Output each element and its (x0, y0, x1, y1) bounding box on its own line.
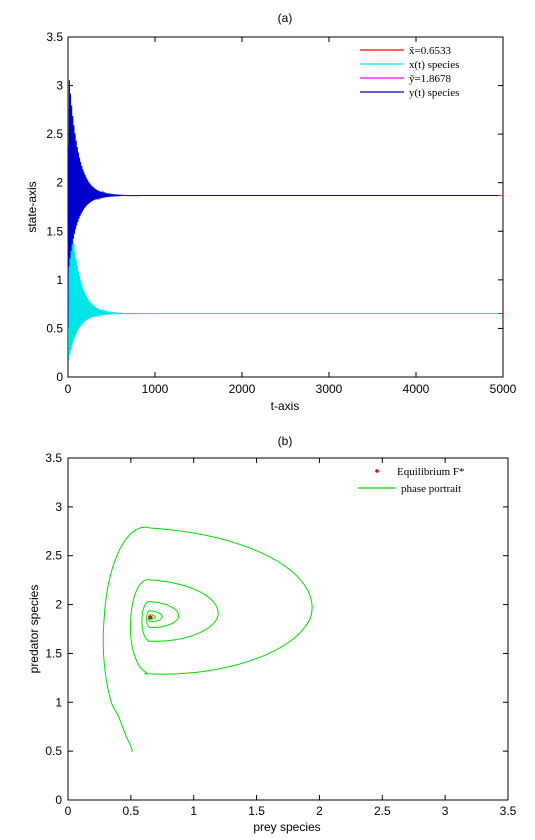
chart-b: (b) 0 0.5 1 1.5 2 2.5 3 3.5 0 0.5 1 1.5 2 2.5 3 3.5 pr… (27, 434, 517, 834)
chart-a-series (67, 80, 503, 360)
chart-b-plot-area (67, 457, 509, 801)
chart-a-x-tick-label: 2000 (229, 382, 256, 396)
chart-b-y-tick-label: 3 (55, 500, 62, 514)
chart-a-x-tick-label: 1000 (142, 382, 169, 396)
chart-b-title: (b) (278, 434, 293, 448)
chart-a-y-tick-label: 1.5 (46, 224, 63, 238)
chart-b-x-tick-label: 2.5 (374, 804, 391, 818)
chart-a-y-tick-label: 2 (56, 176, 63, 190)
chart-a-y-label: state-axis (25, 181, 39, 232)
chart-b-y-tick-label: 1 (55, 695, 62, 709)
chart-a-y-tick-label: 1 (56, 273, 63, 287)
chart-a-legend-label: y(t) species (409, 87, 459, 99)
chart-a-series-3-line (67, 80, 499, 329)
chart-a-title: (a) (278, 11, 293, 25)
chart-a-plot-area (67, 36, 504, 378)
chart-a-y-tick-label: 2.5 (46, 127, 63, 141)
chart-a-y-tick-label: 0 (56, 370, 63, 384)
chart-b-legend-label: phase portrait (401, 483, 461, 495)
chart-b-y-tick-label: 1.5 (45, 646, 62, 660)
chart-b-x-tick-label: 0.5 (123, 804, 140, 818)
chart-b-x-tick-label: 1.5 (248, 804, 265, 818)
chart-a-legend: x̃=0.6533 x(t) species ỹ=1.8678 y(t) specie… (360, 45, 459, 99)
chart-a-x-tick-label: 3000 (316, 382, 343, 396)
chart-a-y-ticks: 0 0.5 1 1.5 2 2.5 3 3.5 (46, 30, 503, 384)
chart-a-x-tick-label: 0 (65, 382, 72, 396)
chart-a-legend-label: ỹ=1.8678 (409, 73, 451, 85)
chart-b-legend-point-swatch (375, 469, 379, 473)
chart-b-x-label: prey species (253, 820, 320, 834)
chart-b-y-tick-label: 0 (55, 793, 62, 807)
chart-b-y-label: predator species (27, 585, 41, 674)
chart-b-y-tick-label: 3.5 (45, 451, 62, 465)
chart-b-x-tick-label: 1 (190, 804, 197, 818)
chart-a-y-tick-label: 3.5 (46, 30, 63, 44)
chart-b-legend-label: Equilibrium F* (397, 466, 465, 478)
chart-b-x-tick-label: 3.5 (500, 804, 517, 818)
chart-a-x-tick-label: 5000 (490, 382, 517, 396)
chart-a-y-tick-label: 3 (56, 79, 63, 93)
chart-b-y-ticks: 0 0.5 1 1.5 2 2.5 3 3.5 (45, 451, 508, 807)
chart-b-y-tick-label: 0.5 (45, 744, 62, 758)
chart-b-equilibrium-point (148, 615, 153, 620)
chart-a-series-1-line (67, 199, 499, 360)
chart-b-legend: Equilibrium F* phase portrait (358, 466, 465, 495)
chart-b-y-tick-label: 2.5 (45, 549, 62, 563)
chart-b-x-tick-label: 2 (316, 804, 323, 818)
chart-b-x-ticks: 0 0.5 1 1.5 2 2.5 3 3.5 (65, 458, 517, 818)
chart-a-x-ticks: 0 1000 2000 3000 4000 5000 (65, 37, 517, 396)
chart-b-x-tick-label: 0 (65, 804, 72, 818)
chart-a-legend-label: x̃=0.6533 (409, 45, 451, 57)
chart-a-y-tick-label: 0.5 (46, 321, 63, 335)
chart-b-series (102, 526, 313, 752)
chart-b-y-tick-label: 2 (55, 598, 62, 612)
chart-a-legend-label: x(t) species (409, 59, 459, 71)
chart-a-x-label: t-axis (271, 399, 300, 413)
chart-a-x-tick-label: 4000 (403, 382, 430, 396)
chart-a: (a) 0 0.5 1 1.5 2 2.5 3 3.5 0 1000 2000 3000 4000 50… (25, 11, 517, 413)
chart-b-x-tick-label: 3 (442, 804, 449, 818)
